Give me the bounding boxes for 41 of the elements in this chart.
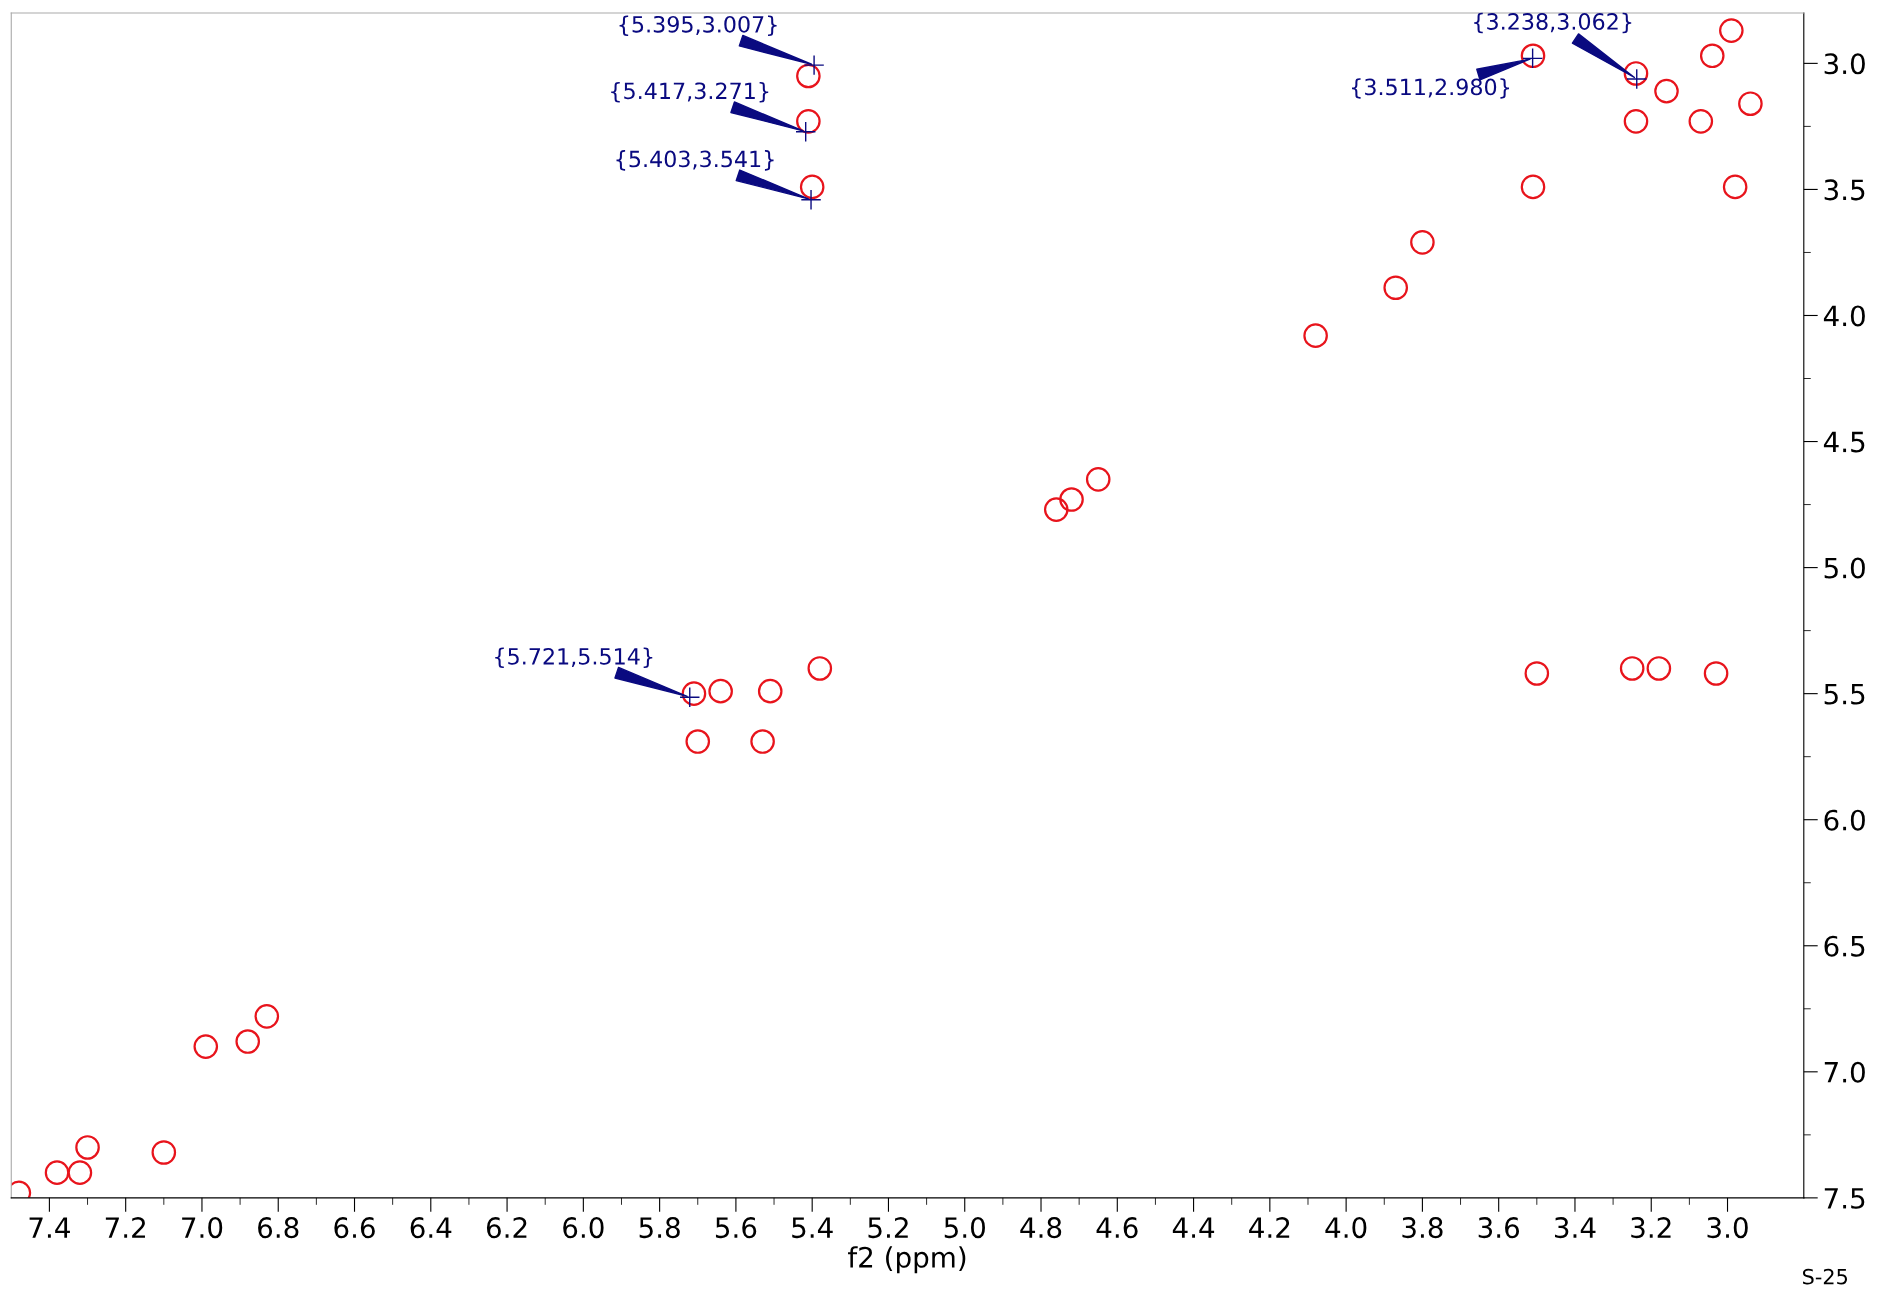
x-tick-label: 6.0 <box>563 1217 604 1239</box>
y-tick-label: 7.0 <box>1824 1061 1865 1083</box>
x-tick-label: 4.4 <box>1172 1217 1215 1238</box>
x-tick-label: 5.8 <box>639 1217 680 1239</box>
x-tick-label: 6.6 <box>334 1217 375 1239</box>
x-tick-label: 6.4 <box>410 1217 452 1239</box>
y-tick-label: 3.0 <box>1824 53 1865 75</box>
x-tick-label: 4.0 <box>1325 1217 1367 1239</box>
y-tick-label: 5.0 <box>1824 557 1865 579</box>
annotation: {5.395,3.007} <box>619 15 777 37</box>
annotation: {3.238,3.062} <box>1474 12 1632 34</box>
y-tick-label: 5.5 <box>1824 683 1865 705</box>
x-tick-label: 4.6 <box>1096 1217 1138 1239</box>
y-tick-label: 3.5 <box>1824 179 1865 201</box>
x-axis-title: f2 (ppm) <box>848 1246 966 1274</box>
annotation: {5.721,5.514} <box>495 647 653 669</box>
x-tick-label: 3.0 <box>1707 1217 1748 1239</box>
annotation: {5.403,3.541} <box>616 150 774 171</box>
y-tick-label: 6.5 <box>1824 935 1865 957</box>
annotation: {3.511,2.980} <box>1352 78 1510 99</box>
x-tick-label: 7.4 <box>29 1217 70 1238</box>
x-tick-label: 3.8 <box>1402 1217 1443 1239</box>
x-tick-label: 6.8 <box>258 1217 299 1239</box>
x-tick-label: 6.2 <box>486 1217 527 1239</box>
x-tick-label: 3.2 <box>1631 1217 1671 1239</box>
y-tick-label: 6.0 <box>1824 809 1865 831</box>
x-tick-label: 3.6 <box>1478 1217 1520 1239</box>
x-tick-label: 5.0 <box>944 1217 985 1239</box>
x-tick-label: 5.2 <box>868 1217 908 1239</box>
x-tick-label: 7.2 <box>105 1217 145 1238</box>
x-tick-label: 4.8 <box>1020 1217 1062 1239</box>
x-tick-label: 7.0 <box>182 1217 223 1239</box>
y-tick-label: 4.5 <box>1823 431 1865 453</box>
y-tick-label: 7.5 <box>1824 1188 1865 1209</box>
x-tick-label: 5.4 <box>792 1217 833 1239</box>
x-tick-label: 4.2 <box>1249 1217 1290 1238</box>
text: S-25 <box>1802 1268 1848 1285</box>
y-tick-label: 4.0 <box>1823 305 1865 327</box>
annotation: {5.417,3.271} <box>611 82 769 103</box>
x-tick-label: 3.4 <box>1554 1217 1596 1239</box>
x-tick-label: 5.6 <box>715 1217 757 1239</box>
